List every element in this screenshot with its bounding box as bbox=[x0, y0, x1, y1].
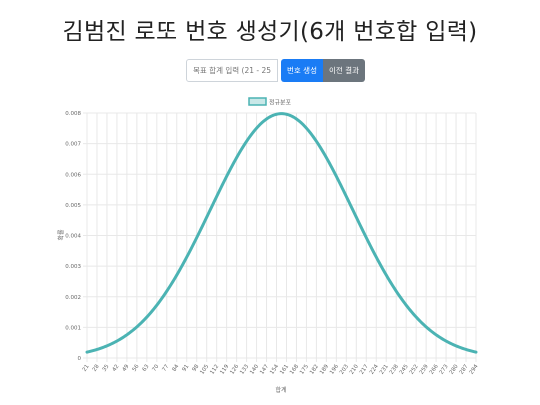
distribution-curve bbox=[85, 112, 478, 354]
x-axis-ticks: 21 28 35 42 49 56 63 70 77 84 91 98 105 112 119 126 133 1… bbox=[82, 363, 480, 375]
x-tick-label: 259 bbox=[419, 363, 430, 375]
generate-button[interactable]: 번호 생성 bbox=[281, 59, 323, 82]
x-tick-label: 252 bbox=[409, 364, 420, 376]
x-tick-label: 168 bbox=[289, 363, 300, 375]
x-tick-label: 147 bbox=[259, 363, 270, 375]
x-tick-label: 56 bbox=[132, 363, 141, 373]
x-tick-label: 280 bbox=[449, 363, 460, 375]
y-tick-label: 0.005 bbox=[65, 203, 81, 209]
x-tick-label: 231 bbox=[379, 364, 390, 376]
x-axis-label: 합계 bbox=[275, 386, 286, 394]
y-tick-label: 0.004 bbox=[65, 234, 81, 240]
x-tick-label: 84 bbox=[171, 363, 180, 373]
x-tick-label: 273 bbox=[439, 363, 450, 375]
x-tick-label: 266 bbox=[429, 363, 440, 375]
legend-label: 정규분포 bbox=[269, 100, 292, 107]
legend-swatch bbox=[248, 97, 267, 106]
x-tick-label: 77 bbox=[162, 363, 171, 373]
x-tick-label: 119 bbox=[219, 363, 230, 375]
x-tick-label: 112 bbox=[209, 364, 220, 376]
x-tick-label: 35 bbox=[102, 363, 111, 373]
x-tick-label: 175 bbox=[299, 363, 310, 375]
y-tick-label: 0.002 bbox=[65, 295, 81, 301]
x-tick-label: 203 bbox=[339, 363, 350, 375]
y-tick-label: 0.007 bbox=[65, 142, 81, 148]
previous-results-button[interactable]: 이전 결과 bbox=[322, 59, 365, 82]
y-axis-ticks: 0 0.001 0.002 0.003 0.004 0.005 0.006 0.007 0.00… bbox=[65, 111, 81, 362]
x-tick-label: 294 bbox=[469, 363, 480, 375]
x-tick-label: 126 bbox=[229, 363, 240, 375]
x-tick-label: 182 bbox=[309, 364, 320, 376]
target-sum-input[interactable] bbox=[186, 59, 278, 82]
distribution-chart: 정규분포 0 0.001 0.002 0.003 0.004 0.005 0.006 0.00… bbox=[57, 97, 480, 394]
x-tick-label: 210 bbox=[349, 363, 360, 375]
y-tick-label: 0 bbox=[78, 356, 82, 362]
x-tick-label: 70 bbox=[152, 363, 161, 373]
page-title: 김범진 로또 번호 생성기(6개 번호합 입력) bbox=[62, 19, 478, 45]
x-tick-label: 140 bbox=[249, 363, 260, 375]
x-tick-label: 196 bbox=[329, 363, 340, 375]
x-tick-label: 105 bbox=[199, 363, 210, 375]
x-tick-label: 98 bbox=[191, 363, 200, 373]
x-tick-label: 28 bbox=[92, 363, 101, 373]
x-tick-label: 245 bbox=[399, 363, 410, 375]
y-axis-label: 확률 bbox=[57, 229, 65, 241]
y-tick-label: 0.006 bbox=[65, 172, 81, 178]
x-tick-label: 287 bbox=[459, 363, 470, 375]
y-tick-label: 0.003 bbox=[65, 264, 81, 270]
chart-grid bbox=[83, 112, 477, 362]
controls-bar: 번호 생성 이전 결과 bbox=[186, 59, 365, 82]
x-tick-label: 161 bbox=[279, 364, 290, 376]
x-tick-label: 189 bbox=[319, 363, 330, 375]
x-tick-label: 224 bbox=[369, 363, 380, 375]
x-tick-label: 49 bbox=[122, 363, 131, 373]
chart-legend: 정규분포 bbox=[248, 97, 292, 107]
x-tick-label: 217 bbox=[359, 363, 370, 375]
y-tick-label: 0.001 bbox=[65, 325, 81, 331]
x-tick-label: 21 bbox=[82, 364, 91, 373]
x-tick-label: 154 bbox=[269, 363, 280, 375]
x-tick-label: 91 bbox=[181, 364, 190, 373]
x-tick-label: 238 bbox=[389, 363, 400, 375]
x-tick-label: 133 bbox=[239, 363, 250, 375]
x-tick-label: 63 bbox=[142, 363, 151, 373]
x-tick-label: 42 bbox=[112, 364, 121, 373]
y-tick-label: 0.008 bbox=[65, 111, 81, 117]
